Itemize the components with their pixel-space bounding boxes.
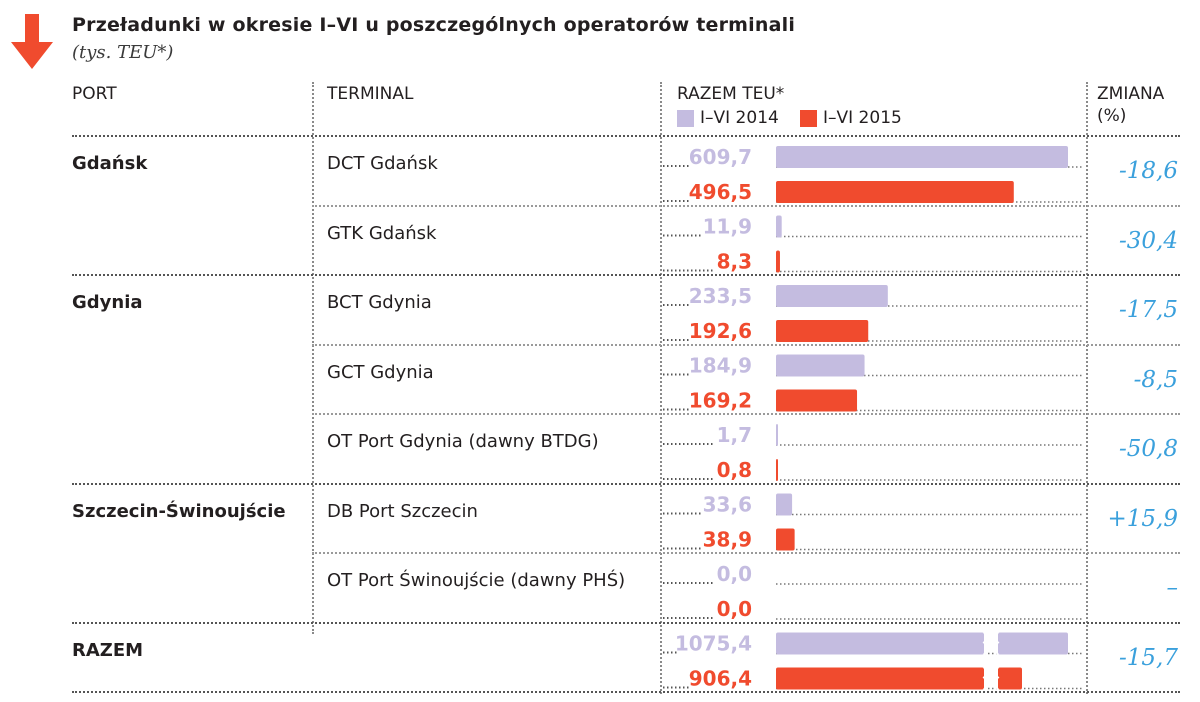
legend-swatch-2014 <box>677 109 694 127</box>
bar-value-label-2014: 609,7 <box>689 145 752 169</box>
change-value: -15,7 <box>1119 644 1178 671</box>
terminal-name: DB Port Szczecin <box>327 500 478 522</box>
header-rule <box>72 135 1180 137</box>
bar-value-label-2014: 233,5 <box>689 284 752 308</box>
legend-label-2015: I–VI 2015 <box>823 108 902 128</box>
bar-value-label-2015: 192,6 <box>689 319 752 343</box>
legend-2015: I–VI 2015 <box>800 108 902 128</box>
change-value: +15,9 <box>1107 505 1178 532</box>
bar-2015-part1 <box>776 667 984 690</box>
bar-value-label-2015: 906,4 <box>689 667 752 691</box>
bar-value-label-2014: 184,9 <box>689 354 752 378</box>
bar-2015 <box>776 389 858 412</box>
header-port: PORT <box>72 84 117 104</box>
legend-label-2014: I–VI 2014 <box>700 108 779 128</box>
bar-2015 <box>776 528 795 551</box>
column-divider-change <box>1086 82 1088 694</box>
legend-2014: I–VI 2014 <box>677 108 779 128</box>
bar-2015 <box>776 250 780 273</box>
axis-break-mark <box>991 666 1000 691</box>
terminal-name: OT Port Świnoujście (dawny PHŚ) <box>327 570 626 591</box>
chart-title: Przeładunki w okresie I–VI u poszczególn… <box>72 14 796 36</box>
row-divider <box>312 413 1180 415</box>
bar-value-label-2014: 11,9 <box>703 215 752 239</box>
axis-break-mark <box>982 631 991 656</box>
bar-2015-part2 <box>998 667 1022 690</box>
terminal-name: OT Port Gdynia (dawny BTDG) <box>327 431 599 452</box>
change-value: -30,4 <box>1119 227 1178 254</box>
bar-2014 <box>776 285 888 307</box>
axis-break-mark <box>991 631 1000 656</box>
row-divider <box>312 552 1180 554</box>
bar-2014-part1 <box>776 632 984 655</box>
bar-2014 <box>776 146 1068 168</box>
bar-value-label-2015: 0,8 <box>717 458 752 482</box>
change-value: -18,6 <box>1119 158 1178 184</box>
bar-2014 <box>776 493 793 516</box>
terminal-name: DCT Gdańsk <box>327 153 438 174</box>
bar-2014 <box>776 215 782 238</box>
row-divider <box>72 621 1180 624</box>
bar-value-label-2015: 8,3 <box>717 250 752 274</box>
change-value: -8,5 <box>1133 366 1178 393</box>
chart-subtitle: (tys. TEU*) <box>72 42 174 63</box>
bar-value-label-2015: 0,0 <box>717 597 752 621</box>
change-value: – <box>1166 575 1179 601</box>
bar-2015 <box>776 320 869 342</box>
terminal-name: GTK Gdańsk <box>327 222 437 244</box>
terminal-name: GCT Gdynia <box>327 361 434 383</box>
bar-2015 <box>776 459 778 481</box>
port-name: Gdańsk <box>72 153 148 174</box>
terminal-name: BCT Gdynia <box>327 292 432 313</box>
header-change: ZMIANA <box>1097 84 1165 104</box>
header-terminal: TERMINAL <box>327 84 414 104</box>
bar-value-label-2014: 1075,4 <box>675 632 752 656</box>
bar-2014-part2 <box>998 632 1068 655</box>
port-name: Gdynia <box>72 292 143 313</box>
row-divider <box>72 274 1180 276</box>
axis-break-mark <box>982 666 991 691</box>
change-value: -17,5 <box>1119 297 1178 323</box>
header-total: RAZEM TEU* <box>677 84 785 104</box>
row-divider <box>312 343 1180 346</box>
bar-value-label-2014: 0,0 <box>717 562 752 586</box>
row-divider <box>312 204 1180 207</box>
bar-value-label-2015: 169,2 <box>689 389 752 413</box>
header-change-unit: (%) <box>1097 106 1127 126</box>
row-divider <box>72 482 1180 485</box>
bottom-rule <box>72 691 1180 693</box>
bar-value-label-2014: 33,6 <box>703 493 752 517</box>
column-divider-total <box>660 82 662 694</box>
bar-value-label-2014: 1,7 <box>717 423 752 447</box>
legend-swatch-2015 <box>800 109 817 127</box>
change-value: -50,8 <box>1119 436 1178 462</box>
column-divider-terminal <box>312 82 314 634</box>
bar-value-label-2015: 496,5 <box>689 180 752 204</box>
bar-value-label-2015: 38,9 <box>703 528 752 552</box>
bar-2015 <box>776 181 1014 203</box>
down-arrow-icon <box>11 14 53 69</box>
bar-2014 <box>776 424 778 446</box>
bar-2014 <box>776 354 865 377</box>
port-name: Szczecin-Świnoujście <box>72 500 286 522</box>
port-name: RAZEM <box>72 639 144 661</box>
